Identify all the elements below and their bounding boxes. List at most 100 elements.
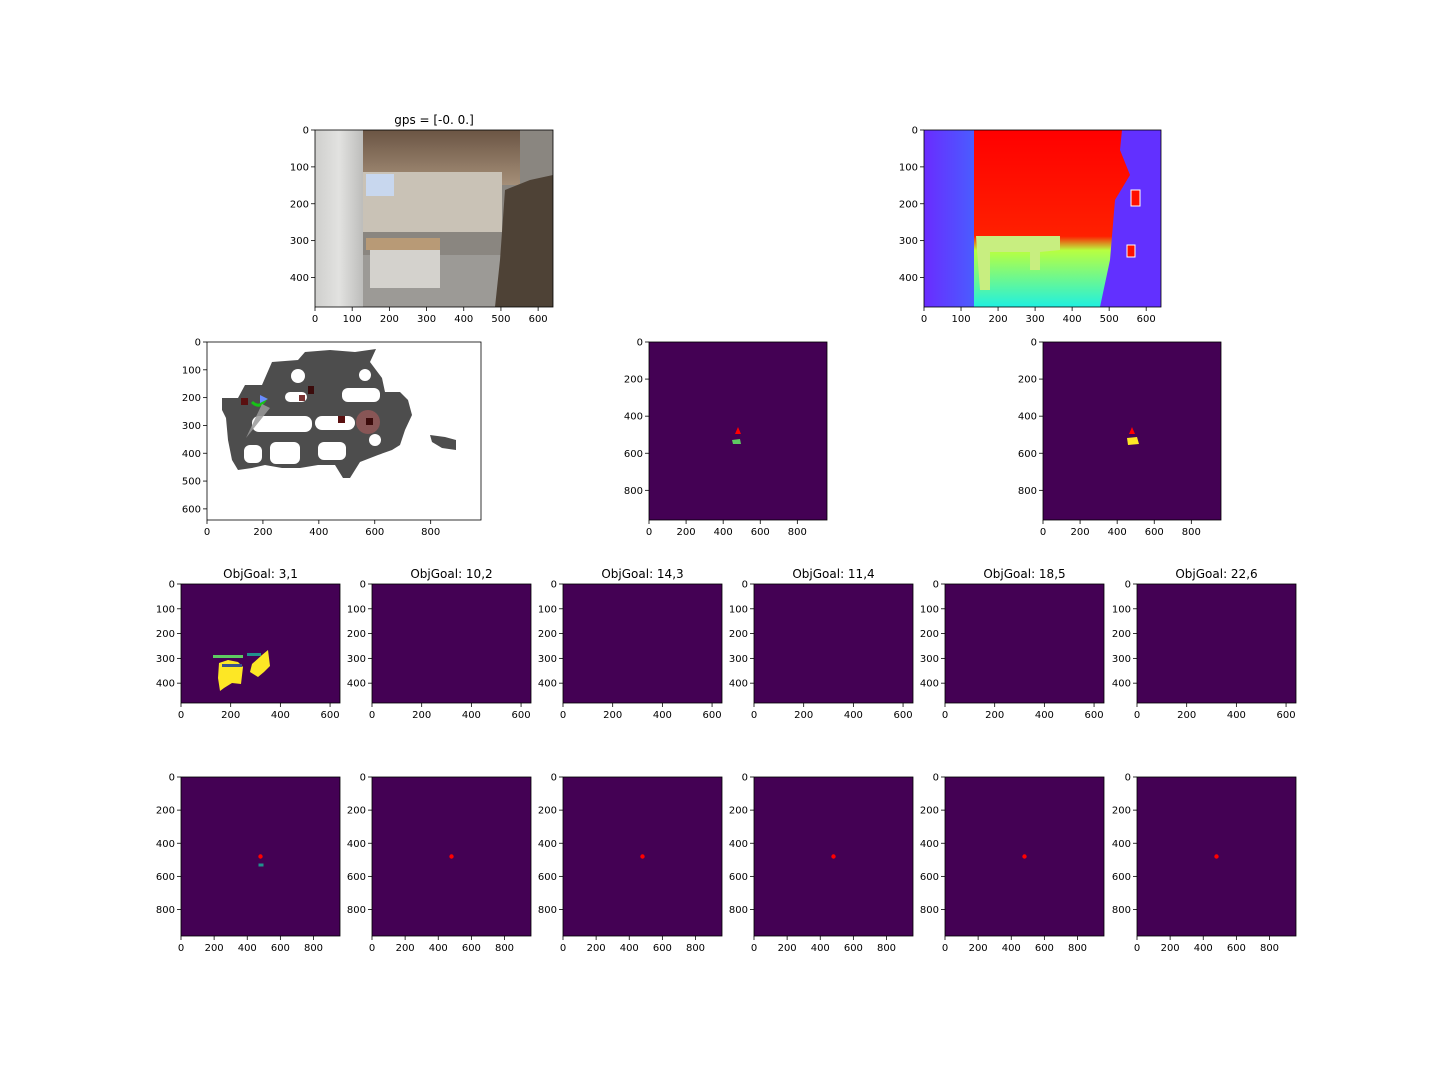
y-tick-label: 600 (920, 872, 939, 883)
x-tick-label: 0 (204, 527, 210, 538)
y-tick-label: 800 (347, 905, 366, 916)
x-tick-label: 0 (1040, 527, 1046, 538)
y-tick-label: 800 (920, 905, 939, 916)
y-tick-label: 300 (156, 654, 175, 665)
y-tick-label: 100 (538, 604, 557, 615)
x-tick-label: 0 (942, 943, 948, 954)
global-map-row: 0 200 400 600 800 0 200 400 600 800 0 200 400 600 800 0… (156, 773, 1297, 954)
objgoal-title: ObjGoal: 10,2 (410, 567, 492, 581)
x-tick-label: 200 (1071, 527, 1090, 538)
y-tick-label: 200 (538, 629, 557, 640)
x-tick-label: 800 (1068, 943, 1087, 954)
x-tick-label: 600 (751, 527, 770, 538)
x-tick-label: 600 (529, 314, 548, 325)
objgoal-detection-blob (213, 650, 270, 691)
local-map-2-panel: 0 200 400 600 800 0 200 400 600 800 (1018, 338, 1222, 538)
agent-marker (640, 854, 645, 859)
x-tick-label: 400 (1035, 710, 1054, 721)
objgoal-panel-4: ObjGoal: 11,4 0 200 400 600 0 100 200 300 400 (729, 567, 914, 721)
global-map-panel-3: 0 200 400 600 800 0 200 400 600 800 (538, 773, 723, 954)
x-tick-label: 0 (560, 943, 566, 954)
y-tick-label: 0 (637, 338, 643, 349)
y-tick-label: 200 (729, 629, 748, 640)
y-tick-label: 600 (624, 449, 643, 460)
x-tick-label: 500 (1100, 314, 1119, 325)
x-tick-label: 400 (454, 314, 473, 325)
x-tick-label: 600 (271, 943, 290, 954)
y-tick-label: 0 (360, 580, 366, 591)
x-tick-label: 300 (417, 314, 436, 325)
x-tick-label: 400 (1108, 527, 1127, 538)
y-tick-label: 100 (156, 604, 175, 615)
y-tick-label: 200 (899, 199, 918, 210)
y-tick-label: 800 (1112, 905, 1131, 916)
y-tick-label: 200 (1112, 806, 1131, 817)
x-tick-label: 400 (811, 943, 830, 954)
y-tick-label: 300 (538, 654, 557, 665)
x-tick-label: 0 (178, 710, 184, 721)
topdown-view-cone (246, 404, 270, 438)
y-tick-label: 400 (920, 679, 939, 690)
rgb-panel: gps = [-0. 0.] 0 100 200 300 400 500 600 0 100 20… (290, 113, 554, 326)
y-tick-label: 800 (1018, 486, 1037, 497)
rgb-window (366, 174, 394, 196)
depth-panel: 0 100 200 300 400 500 600 0 100 200 300 400 (899, 126, 1162, 326)
y-tick-label: 400 (729, 679, 748, 690)
y-tick-label: 100 (290, 162, 309, 173)
x-tick-label: 200 (969, 943, 988, 954)
depth-image (923, 129, 1162, 308)
x-tick-label: 200 (412, 710, 431, 721)
x-tick-label: 0 (942, 710, 948, 721)
topdown-axes: 0 200 400 600 800 0 100 200 300 400 500 600 (182, 338, 440, 539)
agent-marker (258, 854, 263, 859)
objgoal-panel-2: ObjGoal: 10,2 0 200 400 600 0 100 200 300 400 (347, 567, 532, 721)
y-tick-label: 0 (551, 580, 557, 591)
x-tick-label: 200 (380, 314, 399, 325)
rgb-title: gps = [-0. 0.] (394, 113, 474, 127)
objgoal-heatmap (1136, 583, 1297, 704)
y-tick-label: 400 (156, 839, 175, 850)
y-tick-label: 100 (182, 365, 201, 376)
y-tick-label: 400 (624, 412, 643, 423)
x-tick-label: 100 (343, 314, 362, 325)
x-tick-label: 400 (1194, 943, 1213, 954)
y-tick-label: 500 (182, 477, 201, 488)
y-tick-label: 400 (729, 839, 748, 850)
rgb-table (366, 238, 440, 250)
rgb-axes: 0 100 200 300 400 500 600 0 100 200 300 400 (290, 126, 548, 326)
y-tick-label: 0 (933, 580, 939, 591)
y-tick-label: 400 (347, 679, 366, 690)
x-tick-label: 100 (951, 314, 970, 325)
topdown-east-room (430, 435, 456, 450)
y-tick-label: 200 (156, 629, 175, 640)
y-tick-label: 0 (551, 773, 557, 784)
x-tick-label: 0 (751, 943, 757, 954)
y-tick-label: 200 (624, 375, 643, 386)
y-tick-label: 300 (920, 654, 939, 665)
x-tick-label: 0 (1134, 710, 1140, 721)
y-tick-label: 100 (920, 604, 939, 615)
x-tick-label: 200 (205, 943, 224, 954)
x-tick-label: 0 (178, 943, 184, 954)
y-tick-label: 100 (347, 604, 366, 615)
y-tick-label: 400 (156, 679, 175, 690)
x-tick-label: 800 (877, 943, 896, 954)
x-tick-label: 0 (646, 527, 652, 538)
objgoal-title: ObjGoal: 14,3 (601, 567, 683, 581)
y-tick-label: 100 (899, 162, 918, 173)
local-map-1-blob (732, 439, 741, 444)
x-tick-label: 600 (1145, 527, 1164, 538)
global-map-panel-2: 0 200 400 600 800 0 200 400 600 800 (347, 773, 532, 954)
y-tick-label: 0 (1125, 773, 1131, 784)
rgb-image (314, 129, 554, 308)
x-tick-label: 400 (1063, 314, 1082, 325)
y-tick-label: 600 (729, 872, 748, 883)
y-tick-label: 0 (742, 773, 748, 784)
x-tick-label: 400 (271, 710, 290, 721)
x-tick-label: 600 (1085, 710, 1104, 721)
x-tick-label: 0 (369, 943, 375, 954)
x-tick-label: 200 (989, 314, 1008, 325)
y-tick-label: 200 (290, 199, 309, 210)
y-tick-label: 300 (1112, 654, 1131, 665)
depth-axes: 0 100 200 300 400 500 600 0 100 200 300 400 (899, 126, 1156, 326)
